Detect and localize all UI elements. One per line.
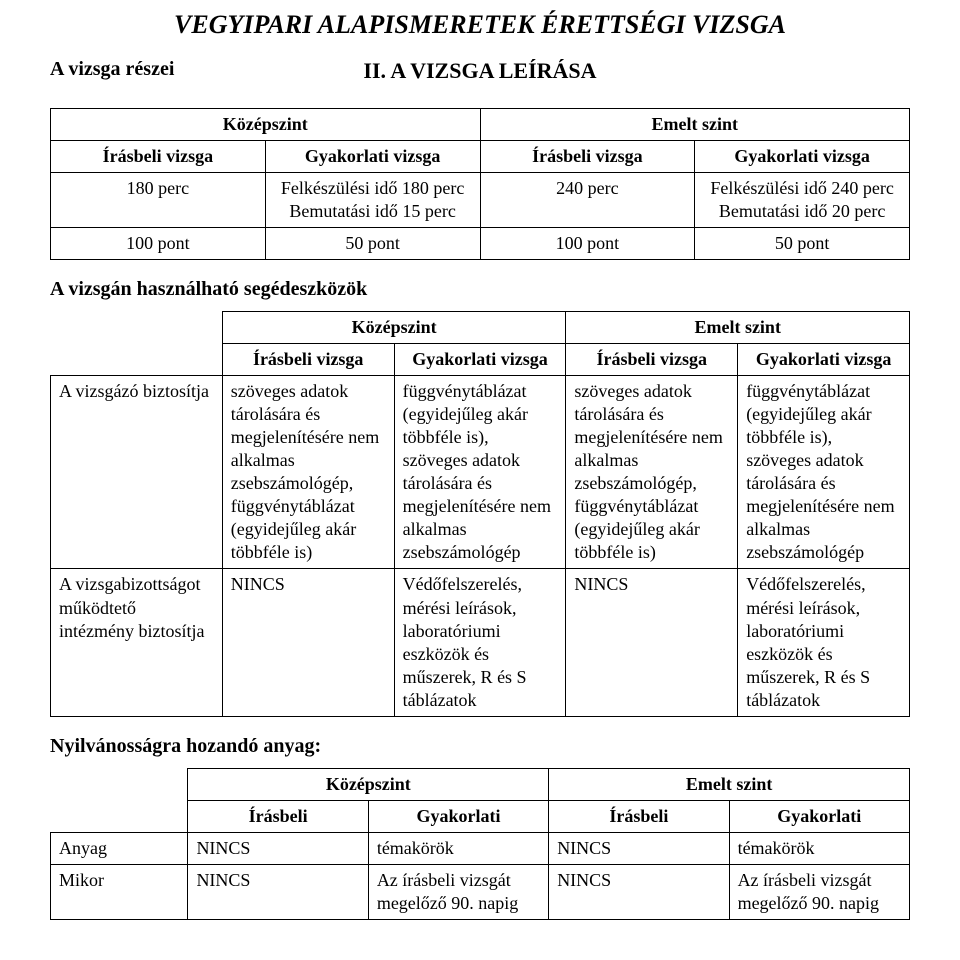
row-label: A vizsgázó biztosítja (51, 376, 223, 569)
col-header-gyakorlati: Gyakorlati vizsga (394, 344, 566, 376)
cell-tools: szöveges adatok tárolására és megjelenít… (222, 376, 394, 569)
cell-tools: Védőfelszerelés, mérési leírások, labora… (394, 569, 566, 716)
cell-points: 100 pont (480, 228, 695, 260)
col-header-gyakorlati: Gyakorlati vizsga (695, 141, 910, 173)
col-header-gyakorlati: Gyakorlati (368, 800, 548, 832)
document-page: VEGYIPARI ALAPISMERETEK ÉRETTSÉGI VIZSGA… (0, 0, 960, 950)
col-header-kozep: Középszint (222, 312, 566, 344)
cell-public: NINCS (188, 864, 368, 919)
empty-header (51, 768, 188, 800)
col-header-gyakorlati: Gyakorlati vizsga (738, 344, 910, 376)
table-row: A vizsgázó biztosítja szöveges adatok tá… (51, 376, 910, 569)
cell-points: 50 pont (695, 228, 910, 260)
col-header-irasbeli: Írásbeli (188, 800, 368, 832)
table-row: Anyag NINCS témakörök NINCS témakörök (51, 832, 910, 864)
cell-time: 180 perc (51, 173, 266, 228)
col-header-gyakorlati: Gyakorlati vizsga (265, 141, 480, 173)
cell-public: NINCS (549, 832, 729, 864)
empty-header (51, 800, 188, 832)
col-header-irasbeli: Írásbeli (549, 800, 729, 832)
empty-header (51, 344, 223, 376)
tools-heading: A vizsgán használható segédeszközök (50, 278, 910, 301)
section-left-label: A vizsga részei (50, 58, 174, 81)
cell-tools: NINCS (566, 569, 738, 716)
cell-public: NINCS (188, 832, 368, 864)
col-header-kozep: Középszint (188, 768, 549, 800)
table-row: Középszint Emelt szint (51, 768, 910, 800)
col-header-irasbeli: Írásbeli vizsga (480, 141, 695, 173)
cell-tools: függvénytáblázat (egyidejűleg akár többf… (394, 376, 566, 569)
cell-points: 100 pont (51, 228, 266, 260)
main-title: VEGYIPARI ALAPISMERETEK ÉRETTSÉGI VIZSGA (50, 10, 910, 40)
table-row: Írásbeli vizsga Gyakorlati vizsga Írásbe… (51, 344, 910, 376)
table-row: Írásbeli vizsga Gyakorlati vizsga Írásbe… (51, 141, 910, 173)
public-table: Középszint Emelt szint Írásbeli Gyakorla… (50, 768, 910, 920)
row-label: Anyag (51, 832, 188, 864)
table-row: Írásbeli Gyakorlati Írásbeli Gyakorlati (51, 800, 910, 832)
cell-time: Felkészülési idő 240 perc Bemutatási idő… (695, 173, 910, 228)
table-row: Középszint Emelt szint (51, 312, 910, 344)
cell-points: 50 pont (265, 228, 480, 260)
cell-public: Az írásbeli vizsgát megelőző 90. napig (729, 864, 909, 919)
section-center-label: II. A VIZSGA LEÍRÁSA (363, 58, 596, 84)
section-header-line: A vizsga részei II. A VIZSGA LEÍRÁSA (50, 58, 910, 84)
col-header-emelt: Emelt szint (566, 312, 910, 344)
public-heading: Nyilvánosságra hozandó anyag: (50, 735, 910, 758)
col-header-emelt: Emelt szint (549, 768, 910, 800)
row-label: A vizsgabizottságot működtető intézmény … (51, 569, 223, 716)
cell-tools: szöveges adatok tárolására és megjelenít… (566, 376, 738, 569)
cell-public: Az írásbeli vizsgát megelőző 90. napig (368, 864, 548, 919)
exam-parts-table: Középszint Emelt szint Írásbeli vizsga G… (50, 108, 910, 260)
cell-public: témakörök (729, 832, 909, 864)
cell-public: NINCS (549, 864, 729, 919)
empty-header (51, 312, 223, 344)
table-row: A vizsgabizottságot működtető intézmény … (51, 569, 910, 716)
cell-time: 240 perc (480, 173, 695, 228)
row-label: Mikor (51, 864, 188, 919)
col-header-irasbeli: Írásbeli vizsga (51, 141, 266, 173)
col-header-irasbeli: Írásbeli vizsga (566, 344, 738, 376)
cell-time: Felkészülési idő 180 perc Bemutatási idő… (265, 173, 480, 228)
col-header-kozep: Középszint (51, 109, 481, 141)
table-row: Mikor NINCS Az írásbeli vizsgát megelőző… (51, 864, 910, 919)
cell-tools: NINCS (222, 569, 394, 716)
col-header-irasbeli: Írásbeli vizsga (222, 344, 394, 376)
table-row: 100 pont 50 pont 100 pont 50 pont (51, 228, 910, 260)
table-row: Középszint Emelt szint (51, 109, 910, 141)
cell-public: témakörök (368, 832, 548, 864)
col-header-emelt: Emelt szint (480, 109, 910, 141)
table-row: 180 perc Felkészülési idő 180 perc Bemut… (51, 173, 910, 228)
cell-tools: Védőfelszerelés, mérési leírások, labora… (738, 569, 910, 716)
col-header-gyakorlati: Gyakorlati (729, 800, 909, 832)
tools-table: Középszint Emelt szint Írásbeli vizsga G… (50, 311, 910, 717)
cell-tools: függvénytáblázat (egyidejűleg akár többf… (738, 376, 910, 569)
